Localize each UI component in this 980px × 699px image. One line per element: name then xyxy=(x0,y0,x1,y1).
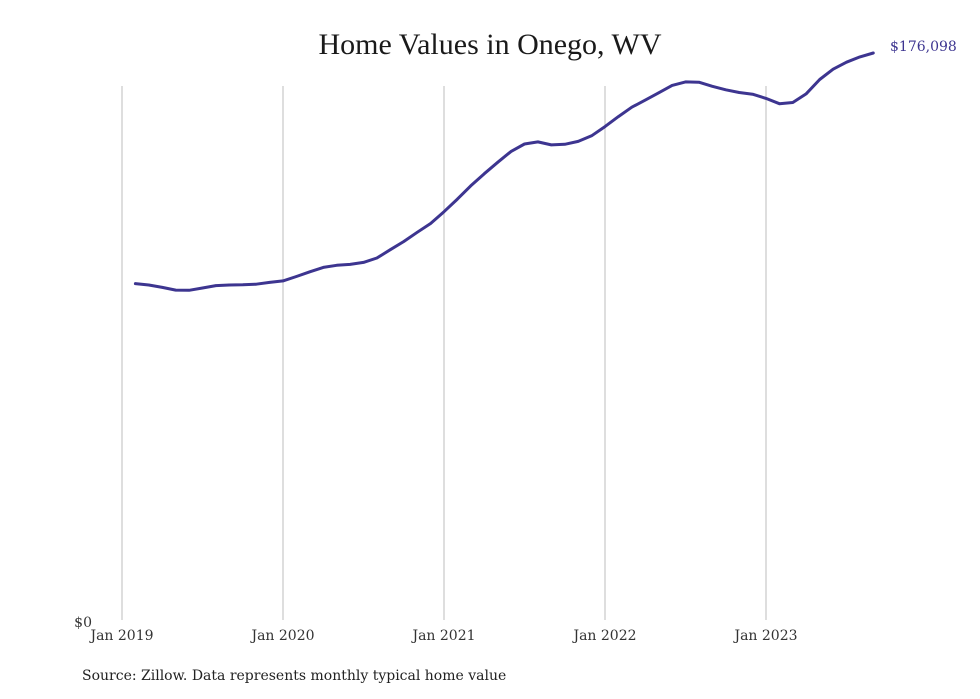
data-point xyxy=(805,92,808,95)
data-point xyxy=(684,80,687,84)
data-point xyxy=(509,150,513,153)
data-point xyxy=(872,51,875,55)
data-point xyxy=(536,140,540,144)
data-point xyxy=(590,134,593,137)
data-point xyxy=(738,91,741,94)
data-point xyxy=(724,88,727,92)
data-point xyxy=(201,286,204,290)
data-point xyxy=(147,283,150,287)
data-labels: $176,098 xyxy=(890,39,957,55)
data-point xyxy=(711,85,714,88)
data-point xyxy=(550,143,553,147)
data-point xyxy=(751,93,754,96)
data-point xyxy=(416,231,419,234)
data-point xyxy=(764,97,768,100)
series-group xyxy=(133,51,875,292)
data-point xyxy=(335,264,338,267)
data-point xyxy=(442,210,446,213)
data-point xyxy=(429,222,432,225)
data-point xyxy=(657,91,660,95)
data-point xyxy=(187,289,191,292)
data-point xyxy=(831,68,835,71)
data-point xyxy=(402,240,405,243)
data-point xyxy=(214,284,218,287)
x-tick-label: Jan 2019 xyxy=(88,628,153,644)
data-point xyxy=(281,279,285,283)
data-point xyxy=(255,283,258,286)
axis-ticks: Jan 2019 Jan 2020 Jan 2021 Jan 2022 Jan 2023… xyxy=(74,615,797,644)
data-point xyxy=(818,78,821,81)
data-point xyxy=(241,283,244,286)
data-point xyxy=(644,98,647,102)
data-point xyxy=(469,184,472,187)
data-point xyxy=(134,282,137,285)
series-line xyxy=(133,51,875,292)
data-point xyxy=(603,125,607,128)
gridlines xyxy=(121,86,767,620)
data-point xyxy=(791,101,794,104)
chart-title: Home Values in Onego, WV xyxy=(318,28,662,61)
data-point xyxy=(375,256,379,260)
data-point xyxy=(161,286,164,289)
data-point xyxy=(563,143,566,146)
data-point xyxy=(697,81,701,84)
x-tick-label: Jan 2020 xyxy=(249,628,314,644)
y-tick-label: $0 xyxy=(74,615,92,631)
x-tick-label: Jan 2021 xyxy=(410,628,475,644)
data-point xyxy=(670,84,674,87)
data-point xyxy=(523,142,526,146)
data-point xyxy=(389,248,392,251)
data-point xyxy=(483,172,486,175)
data-point xyxy=(778,102,781,105)
data-point xyxy=(268,281,271,284)
data-point xyxy=(630,106,633,109)
source-note: Source: Zillow. Data represents monthly … xyxy=(82,668,507,684)
end-value-label: $176,098 xyxy=(890,39,957,55)
x-tick-label: Jan 2022 xyxy=(571,628,636,644)
data-point xyxy=(577,140,580,143)
data-point xyxy=(617,115,620,118)
x-tick-label: Jan 2023 xyxy=(732,628,797,644)
data-point xyxy=(362,261,365,264)
data-point xyxy=(295,275,298,278)
data-point xyxy=(174,288,177,292)
data-point xyxy=(456,197,459,201)
data-point xyxy=(858,55,862,59)
data-point xyxy=(228,283,231,287)
data-point xyxy=(845,61,848,64)
data-point xyxy=(308,270,311,273)
data-point xyxy=(322,266,325,269)
data-point xyxy=(348,263,352,266)
data-point xyxy=(496,161,499,164)
